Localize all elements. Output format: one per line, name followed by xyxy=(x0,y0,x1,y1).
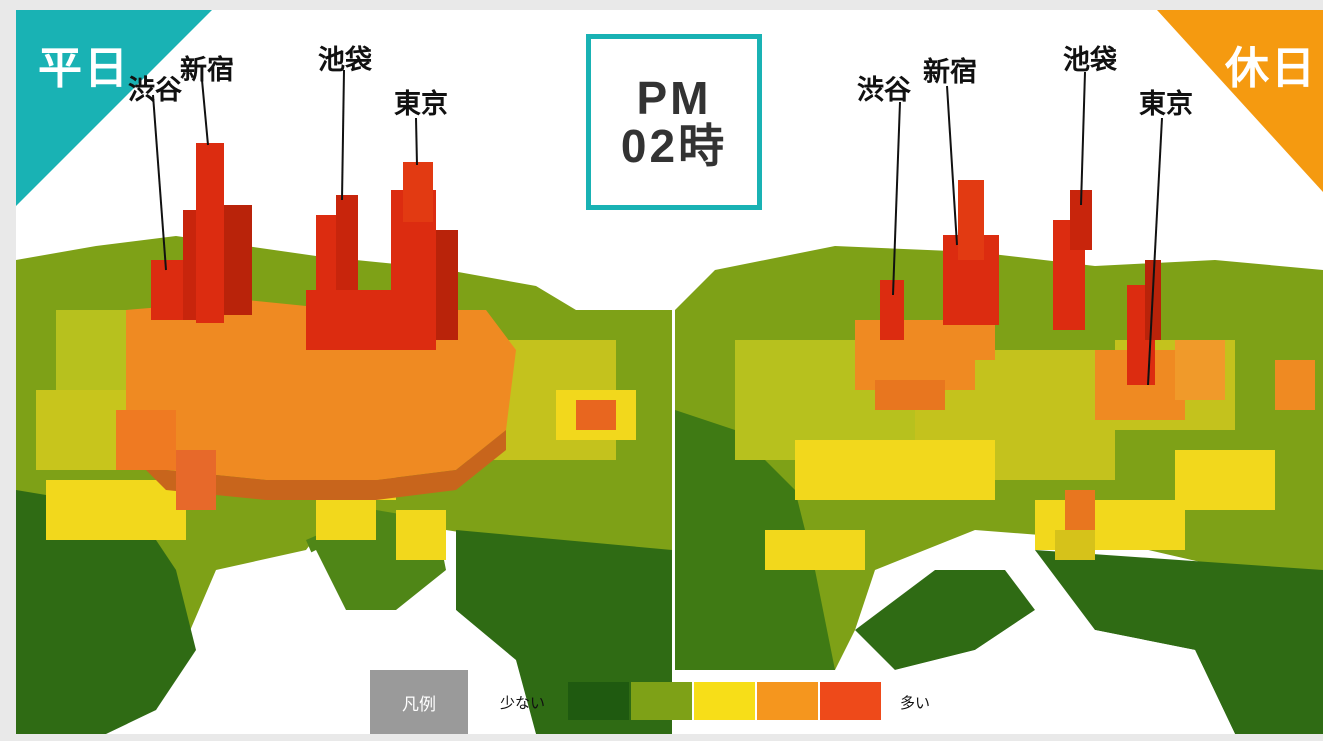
holiday-map-panel: 休日 渋谷 新宿 池袋 東京 xyxy=(675,10,1323,734)
time-hour: 02時 xyxy=(620,120,728,172)
station-label-ikebukuro: 池袋 xyxy=(318,45,372,76)
holiday-label: 休日 xyxy=(1225,43,1317,94)
density-block xyxy=(396,510,446,560)
land-dark-bay-edge xyxy=(855,570,1035,670)
weekday-leader-lines xyxy=(152,69,418,271)
holiday-corner-triangle xyxy=(1157,10,1323,192)
shinjuku-tower xyxy=(958,180,984,260)
holiday-density-blocks xyxy=(735,320,1315,570)
density-block xyxy=(795,440,995,500)
station-label-shibuya: 渋谷 xyxy=(128,75,182,106)
map-frame: 平日 渋谷 新宿 池袋 東京 xyxy=(16,10,1323,734)
density-plateau-shade xyxy=(126,430,506,500)
holiday-leader-lines xyxy=(892,71,1163,386)
density-block xyxy=(316,500,376,540)
legend-swatch-4 xyxy=(757,682,818,720)
time-period: PM xyxy=(636,72,712,124)
station-label-shinjuku: 新宿 xyxy=(180,55,234,86)
leader-line-shibuya xyxy=(152,94,167,271)
leader-line-ikebukuro xyxy=(1080,71,1086,206)
leader-line-ikebukuro xyxy=(341,69,345,201)
density-block-orange xyxy=(1175,340,1225,400)
shinjuku-tower xyxy=(196,143,224,323)
density-block xyxy=(46,480,186,540)
density-block xyxy=(1175,450,1275,510)
leader-line-shinjuku xyxy=(946,85,958,246)
weekday-density-map xyxy=(16,10,672,734)
station-label-shibuya: 渋谷 xyxy=(857,75,911,106)
ikebukuro-tower xyxy=(1070,190,1092,250)
time-indicator: PM 02時 xyxy=(586,34,762,210)
tokyo-tower xyxy=(403,162,433,222)
leader-line-tokyo xyxy=(415,117,418,166)
leader-line-shinjuku xyxy=(201,79,209,146)
holiday-density-map xyxy=(675,10,1323,734)
weekday-map-panel: 平日 渋谷 新宿 池袋 東京 xyxy=(16,10,672,734)
shibuya-tower xyxy=(880,280,904,340)
legend-swatch-5 xyxy=(820,682,881,720)
density-block xyxy=(116,410,176,470)
station-label-tokyo: 東京 xyxy=(394,89,448,120)
density-block xyxy=(176,450,216,510)
land-dark-southeast xyxy=(1035,550,1323,734)
holiday-hotspot-towers xyxy=(880,180,1161,385)
shinjuku-tower xyxy=(224,205,252,315)
station-label-tokyo: 東京 xyxy=(1139,89,1193,120)
density-block-orange xyxy=(1275,360,1315,410)
shibuya-tower xyxy=(151,260,183,320)
legend-title: 凡例 xyxy=(370,670,468,734)
density-block-orange xyxy=(1065,490,1095,530)
density-block-orange xyxy=(875,380,945,410)
station-label-ikebukuro: 池袋 xyxy=(1063,45,1117,76)
weekday-corner-triangle xyxy=(16,10,212,206)
land-dark-west xyxy=(675,410,835,670)
legend-swatch-1 xyxy=(568,682,629,720)
leader-line-shibuya xyxy=(892,101,901,296)
land-dark-southwest xyxy=(16,490,196,734)
density-block xyxy=(1055,530,1095,560)
legend-swatch-3 xyxy=(694,682,755,720)
legend-high-label: 多い xyxy=(900,694,931,712)
weekday-label: 平日 xyxy=(38,43,130,94)
density-block xyxy=(576,400,616,430)
legend-low-label: 少ない xyxy=(500,694,546,712)
leader-line-tokyo xyxy=(1147,117,1163,386)
legend-swatch-2 xyxy=(631,682,692,720)
tokyo-tower xyxy=(436,230,458,340)
density-block xyxy=(765,530,865,570)
density-block-orange xyxy=(935,320,995,360)
weekday-hotspot-towers xyxy=(151,143,458,350)
panel-divider xyxy=(672,310,675,670)
station-label-shinjuku: 新宿 xyxy=(923,57,977,88)
